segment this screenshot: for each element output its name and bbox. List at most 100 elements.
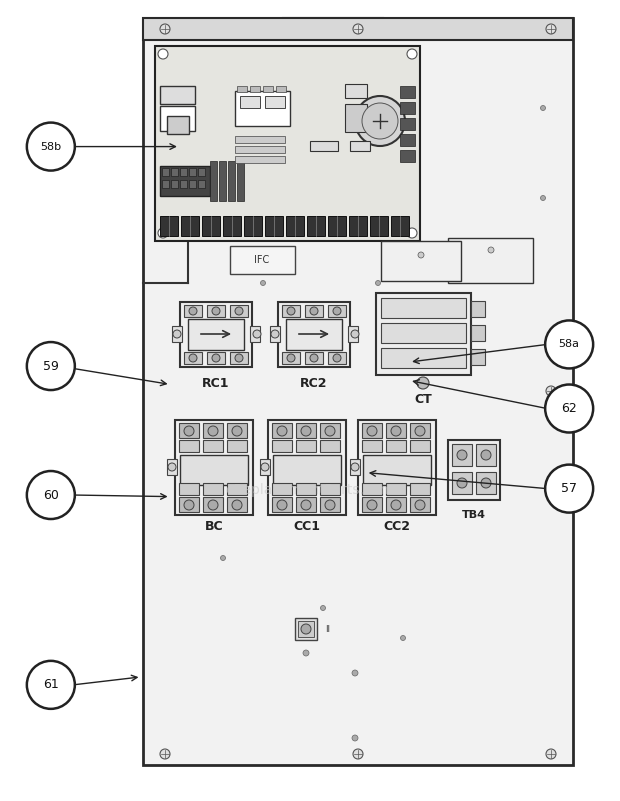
Bar xyxy=(227,423,247,438)
Bar xyxy=(189,180,196,188)
Bar xyxy=(167,459,177,475)
Bar xyxy=(160,166,210,196)
Circle shape xyxy=(221,556,226,561)
Circle shape xyxy=(301,500,311,510)
Bar xyxy=(263,86,273,92)
Circle shape xyxy=(545,384,593,433)
Circle shape xyxy=(235,354,243,362)
Bar xyxy=(235,91,290,126)
Bar xyxy=(328,216,346,236)
Bar xyxy=(240,96,260,108)
Circle shape xyxy=(401,635,405,641)
Bar xyxy=(180,455,248,485)
Circle shape xyxy=(261,463,269,471)
Circle shape xyxy=(27,123,75,171)
Circle shape xyxy=(333,307,341,315)
Bar xyxy=(179,423,199,438)
Bar xyxy=(198,168,205,176)
Bar xyxy=(250,86,260,92)
Circle shape xyxy=(27,661,75,709)
Bar xyxy=(180,302,252,367)
Circle shape xyxy=(352,735,358,741)
Circle shape xyxy=(160,24,170,34)
Circle shape xyxy=(27,342,75,390)
Bar xyxy=(362,423,382,438)
Text: 57: 57 xyxy=(561,482,577,495)
Bar xyxy=(227,497,247,512)
Bar xyxy=(448,238,533,283)
Bar xyxy=(230,246,295,274)
Bar xyxy=(203,497,223,512)
Text: RC1: RC1 xyxy=(202,377,230,390)
Bar xyxy=(345,84,367,98)
Circle shape xyxy=(287,307,295,315)
Bar xyxy=(270,326,280,342)
Bar xyxy=(370,216,388,236)
Text: 58b: 58b xyxy=(40,142,61,151)
Circle shape xyxy=(208,500,218,510)
Bar xyxy=(386,440,406,452)
Bar xyxy=(286,319,342,350)
Circle shape xyxy=(232,426,242,436)
Bar xyxy=(179,440,199,452)
Bar xyxy=(310,141,338,151)
Circle shape xyxy=(407,228,417,238)
Circle shape xyxy=(310,354,318,362)
Bar xyxy=(171,180,178,188)
Bar xyxy=(410,483,430,495)
Text: IFC: IFC xyxy=(254,255,270,265)
Text: CC1: CC1 xyxy=(293,520,321,533)
Circle shape xyxy=(271,330,279,338)
Circle shape xyxy=(301,426,311,436)
Text: eReplacementParts.com: eReplacementParts.com xyxy=(226,483,394,497)
Circle shape xyxy=(184,500,194,510)
Bar xyxy=(244,216,262,236)
Bar xyxy=(207,305,225,317)
Bar xyxy=(363,455,431,485)
Bar xyxy=(410,497,430,512)
Bar xyxy=(179,497,199,512)
Circle shape xyxy=(333,354,341,362)
Bar xyxy=(328,352,346,364)
Bar xyxy=(320,483,340,495)
Circle shape xyxy=(545,320,593,368)
Bar xyxy=(265,216,283,236)
Bar xyxy=(237,86,247,92)
Text: 59: 59 xyxy=(43,360,59,372)
Bar xyxy=(180,180,187,188)
Bar xyxy=(295,618,317,640)
Bar xyxy=(203,483,223,495)
Circle shape xyxy=(481,450,491,460)
Circle shape xyxy=(353,749,363,759)
Bar xyxy=(358,420,436,515)
Bar xyxy=(172,326,182,342)
Circle shape xyxy=(232,500,242,510)
Bar xyxy=(273,455,341,485)
Bar xyxy=(160,86,195,104)
Circle shape xyxy=(173,330,181,338)
Circle shape xyxy=(260,280,265,285)
Bar xyxy=(283,18,383,30)
Circle shape xyxy=(287,354,295,362)
Circle shape xyxy=(457,478,467,488)
Circle shape xyxy=(481,478,491,488)
Circle shape xyxy=(277,426,287,436)
Bar xyxy=(189,168,196,176)
Bar xyxy=(175,420,253,515)
Bar xyxy=(345,104,367,132)
Bar xyxy=(143,18,573,40)
Bar xyxy=(219,161,226,201)
Bar xyxy=(282,352,300,364)
Circle shape xyxy=(310,307,318,315)
Bar xyxy=(278,302,350,367)
Bar xyxy=(320,440,340,452)
Circle shape xyxy=(541,195,546,200)
Circle shape xyxy=(545,465,593,513)
Circle shape xyxy=(367,500,377,510)
Bar xyxy=(272,440,292,452)
Bar xyxy=(235,136,285,143)
Bar xyxy=(179,483,199,495)
Bar xyxy=(400,118,415,130)
Text: BC: BC xyxy=(205,520,223,533)
Bar xyxy=(452,472,472,494)
